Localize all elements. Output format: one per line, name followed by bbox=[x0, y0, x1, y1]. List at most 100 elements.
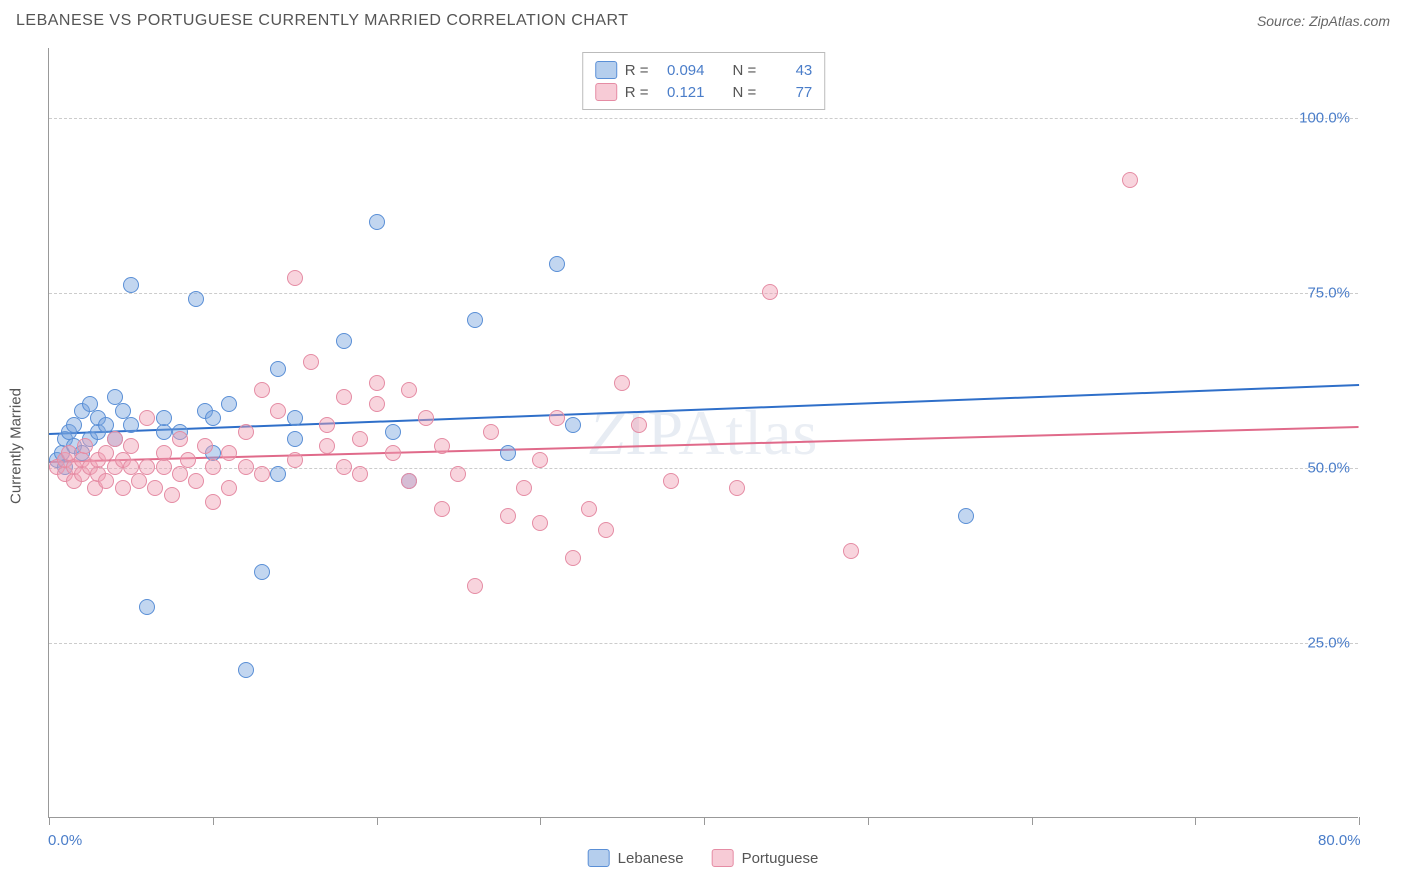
data-point bbox=[287, 410, 303, 426]
data-point bbox=[565, 417, 581, 433]
y-tick-label: 75.0% bbox=[1307, 285, 1350, 302]
data-point bbox=[500, 508, 516, 524]
data-point bbox=[663, 473, 679, 489]
data-point bbox=[336, 333, 352, 349]
data-point bbox=[450, 466, 466, 482]
r-value: 0.094 bbox=[657, 62, 705, 79]
data-point bbox=[221, 445, 237, 461]
data-point bbox=[303, 354, 319, 370]
n-value: 43 bbox=[764, 62, 812, 79]
legend-correlation: R =0.094N =43R =0.121N =77 bbox=[582, 52, 826, 110]
x-axis-min-label: 0.0% bbox=[48, 832, 82, 849]
n-label: N = bbox=[733, 84, 757, 101]
data-point bbox=[115, 480, 131, 496]
legend-series-label: Portuguese bbox=[742, 850, 819, 867]
data-point bbox=[369, 214, 385, 230]
legend-correlation-row: R =0.121N =77 bbox=[595, 81, 813, 103]
data-point bbox=[139, 459, 155, 475]
data-point bbox=[401, 473, 417, 489]
n-label: N = bbox=[733, 62, 757, 79]
data-point bbox=[598, 522, 614, 538]
data-point bbox=[123, 277, 139, 293]
legend-swatch bbox=[595, 83, 617, 101]
x-tick bbox=[213, 817, 214, 825]
data-point bbox=[147, 480, 163, 496]
legend-series: Lebanese Portuguese bbox=[588, 830, 819, 886]
data-point bbox=[254, 564, 270, 580]
data-point bbox=[1122, 172, 1138, 188]
data-point bbox=[287, 452, 303, 468]
data-point bbox=[66, 417, 82, 433]
chart-title: LEBANESE VS PORTUGUESE CURRENTLY MARRIED… bbox=[16, 12, 629, 30]
data-point bbox=[467, 312, 483, 328]
data-point bbox=[131, 473, 147, 489]
x-tick bbox=[377, 817, 378, 825]
data-point bbox=[434, 501, 450, 517]
data-point bbox=[270, 361, 286, 377]
gridline bbox=[49, 643, 1358, 644]
data-point bbox=[188, 291, 204, 307]
r-label: R = bbox=[625, 84, 649, 101]
gridline bbox=[49, 293, 1358, 294]
data-point bbox=[401, 382, 417, 398]
data-point bbox=[238, 424, 254, 440]
legend-swatch bbox=[712, 849, 734, 867]
data-point bbox=[205, 494, 221, 510]
data-point bbox=[352, 466, 368, 482]
x-tick bbox=[1359, 817, 1360, 825]
data-point bbox=[385, 424, 401, 440]
data-point bbox=[418, 410, 434, 426]
data-point bbox=[516, 480, 532, 496]
data-point bbox=[270, 403, 286, 419]
data-point bbox=[164, 487, 180, 503]
legend-series-item: Portuguese bbox=[712, 849, 819, 867]
data-point bbox=[270, 466, 286, 482]
data-point bbox=[532, 452, 548, 468]
data-point bbox=[188, 473, 204, 489]
plot-area: ZIPAtlas R =0.094N =43R =0.121N =77 25.0… bbox=[48, 48, 1358, 818]
x-tick bbox=[540, 817, 541, 825]
data-point bbox=[123, 417, 139, 433]
data-point bbox=[254, 466, 270, 482]
data-point bbox=[336, 389, 352, 405]
data-point bbox=[762, 284, 778, 300]
data-point bbox=[205, 410, 221, 426]
data-point bbox=[180, 452, 196, 468]
data-point bbox=[139, 410, 155, 426]
data-point bbox=[156, 410, 172, 426]
x-axis-max-label: 80.0% bbox=[1318, 832, 1361, 849]
data-point bbox=[287, 270, 303, 286]
data-point bbox=[614, 375, 630, 391]
data-point bbox=[287, 431, 303, 447]
data-point bbox=[631, 417, 647, 433]
data-point bbox=[336, 459, 352, 475]
data-point bbox=[467, 578, 483, 594]
data-point bbox=[369, 375, 385, 391]
x-tick bbox=[868, 817, 869, 825]
legend-series-item: Lebanese bbox=[588, 849, 684, 867]
legend-correlation-row: R = 0.094 N = 43 bbox=[595, 59, 813, 81]
gridline bbox=[49, 118, 1358, 119]
data-point bbox=[205, 459, 221, 475]
data-point bbox=[156, 445, 172, 461]
data-point bbox=[238, 459, 254, 475]
data-point bbox=[221, 480, 237, 496]
data-point bbox=[500, 445, 516, 461]
legend-series-label: Lebanese bbox=[618, 850, 684, 867]
r-label: R = bbox=[625, 62, 649, 79]
data-point bbox=[139, 599, 155, 615]
data-point bbox=[107, 431, 123, 447]
data-point bbox=[197, 438, 213, 454]
data-point bbox=[581, 501, 597, 517]
data-point bbox=[156, 424, 172, 440]
data-point bbox=[532, 515, 548, 531]
data-point bbox=[319, 438, 335, 454]
data-point bbox=[77, 438, 93, 454]
data-point bbox=[319, 417, 335, 433]
data-point bbox=[843, 543, 859, 559]
n-value: 77 bbox=[764, 84, 812, 101]
y-axis-title: Currently Married bbox=[8, 388, 25, 504]
legend-swatch bbox=[595, 61, 617, 79]
x-tick bbox=[1032, 817, 1033, 825]
data-point bbox=[156, 459, 172, 475]
